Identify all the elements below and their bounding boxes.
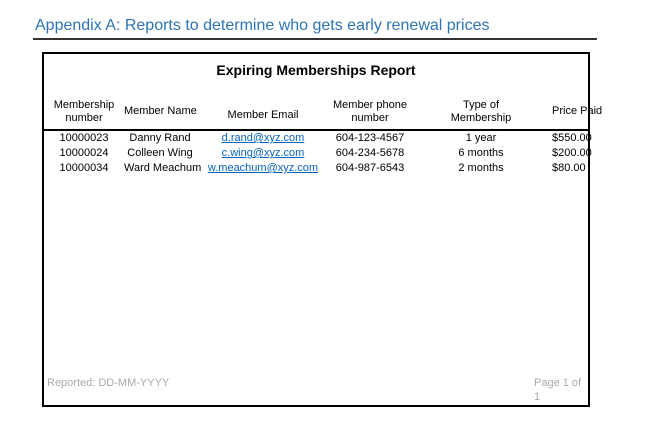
appendix-heading: Appendix A: Reports to determine who get… [33, 15, 597, 40]
table-header-row: Membership number Member Name Member Ema… [44, 94, 603, 131]
cell-member-name: Danny Rand [129, 132, 191, 144]
column-header-membership-number: Membership number [44, 99, 124, 125]
cell-member-email: d.rand@xyz.com [196, 131, 330, 146]
column-header-member-email: Member Email [196, 109, 330, 122]
report-footer: Reported: DD-MM-YYYY Page 1 of 1 [47, 377, 586, 404]
column-header-line: Price Paid [552, 105, 603, 117]
report-title: Expiring Memberships Report [216, 62, 416, 78]
column-header-member-name: Member Name [124, 105, 197, 118]
cell-member-name: Colleen Wing [127, 147, 193, 159]
member-email-link[interactable]: c.wing@xyz.com [221, 147, 305, 159]
member-email-link[interactable]: d.rand@xyz.com [221, 132, 305, 144]
column-header-member-phone-number: Member phone number [330, 99, 410, 125]
cell-member-phone: 604-123-4567 [335, 132, 405, 144]
column-header-line: number [65, 111, 103, 124]
cell-price-paid: $80.00 [552, 162, 586, 174]
column-header-line: number [351, 111, 389, 124]
cell-member-email: c.wing@xyz.com [196, 146, 330, 161]
cell-member-name: Ward Meachum [124, 162, 202, 174]
cell-price-paid: $200.00 [552, 147, 592, 159]
footer-page-number: Page 1 of 1 [534, 377, 582, 403]
cell-membership-type: 6 months [458, 147, 504, 159]
footer-reported-date: Reported: DD-MM-YYYY [47, 377, 170, 389]
cell-membership-number: 10000024 [59, 147, 109, 159]
cell-membership-number: 10000023 [59, 132, 109, 144]
table-row: 10000034 Ward Meachum w.meachum@xyz.com … [44, 161, 588, 176]
column-header-price-paid: Price Paid [552, 105, 603, 118]
member-email-link[interactable]: w.meachum@xyz.com [207, 162, 319, 174]
column-header-line: Member Name [124, 105, 197, 117]
cell-membership-type: 2 months [458, 162, 504, 174]
column-header-line: Membership [53, 98, 115, 111]
cell-member-phone: 604-234-5678 [335, 147, 405, 159]
table-row: 10000024 Colleen Wing c.wing@xyz.com 604… [44, 146, 592, 161]
column-header-line: Type of [462, 98, 500, 111]
cell-membership-type: 1 year [465, 132, 497, 144]
table-row: 10000023 Danny Rand d.rand@xyz.com 604-1… [44, 131, 592, 146]
column-header-line: Member phone [333, 98, 407, 111]
column-header-type-of-membership: Type of Membership [410, 99, 552, 125]
cell-membership-number: 10000034 [59, 162, 109, 174]
column-header-line: Membership [450, 111, 512, 124]
cell-member-email: w.meachum@xyz.com [196, 161, 330, 176]
cell-member-phone: 604-987-6543 [335, 162, 405, 174]
column-header-line: Member Email [227, 109, 299, 121]
report-frame: Expiring Memberships Report Membership n… [42, 52, 603, 407]
cell-price-paid: $550.00 [552, 132, 592, 144]
